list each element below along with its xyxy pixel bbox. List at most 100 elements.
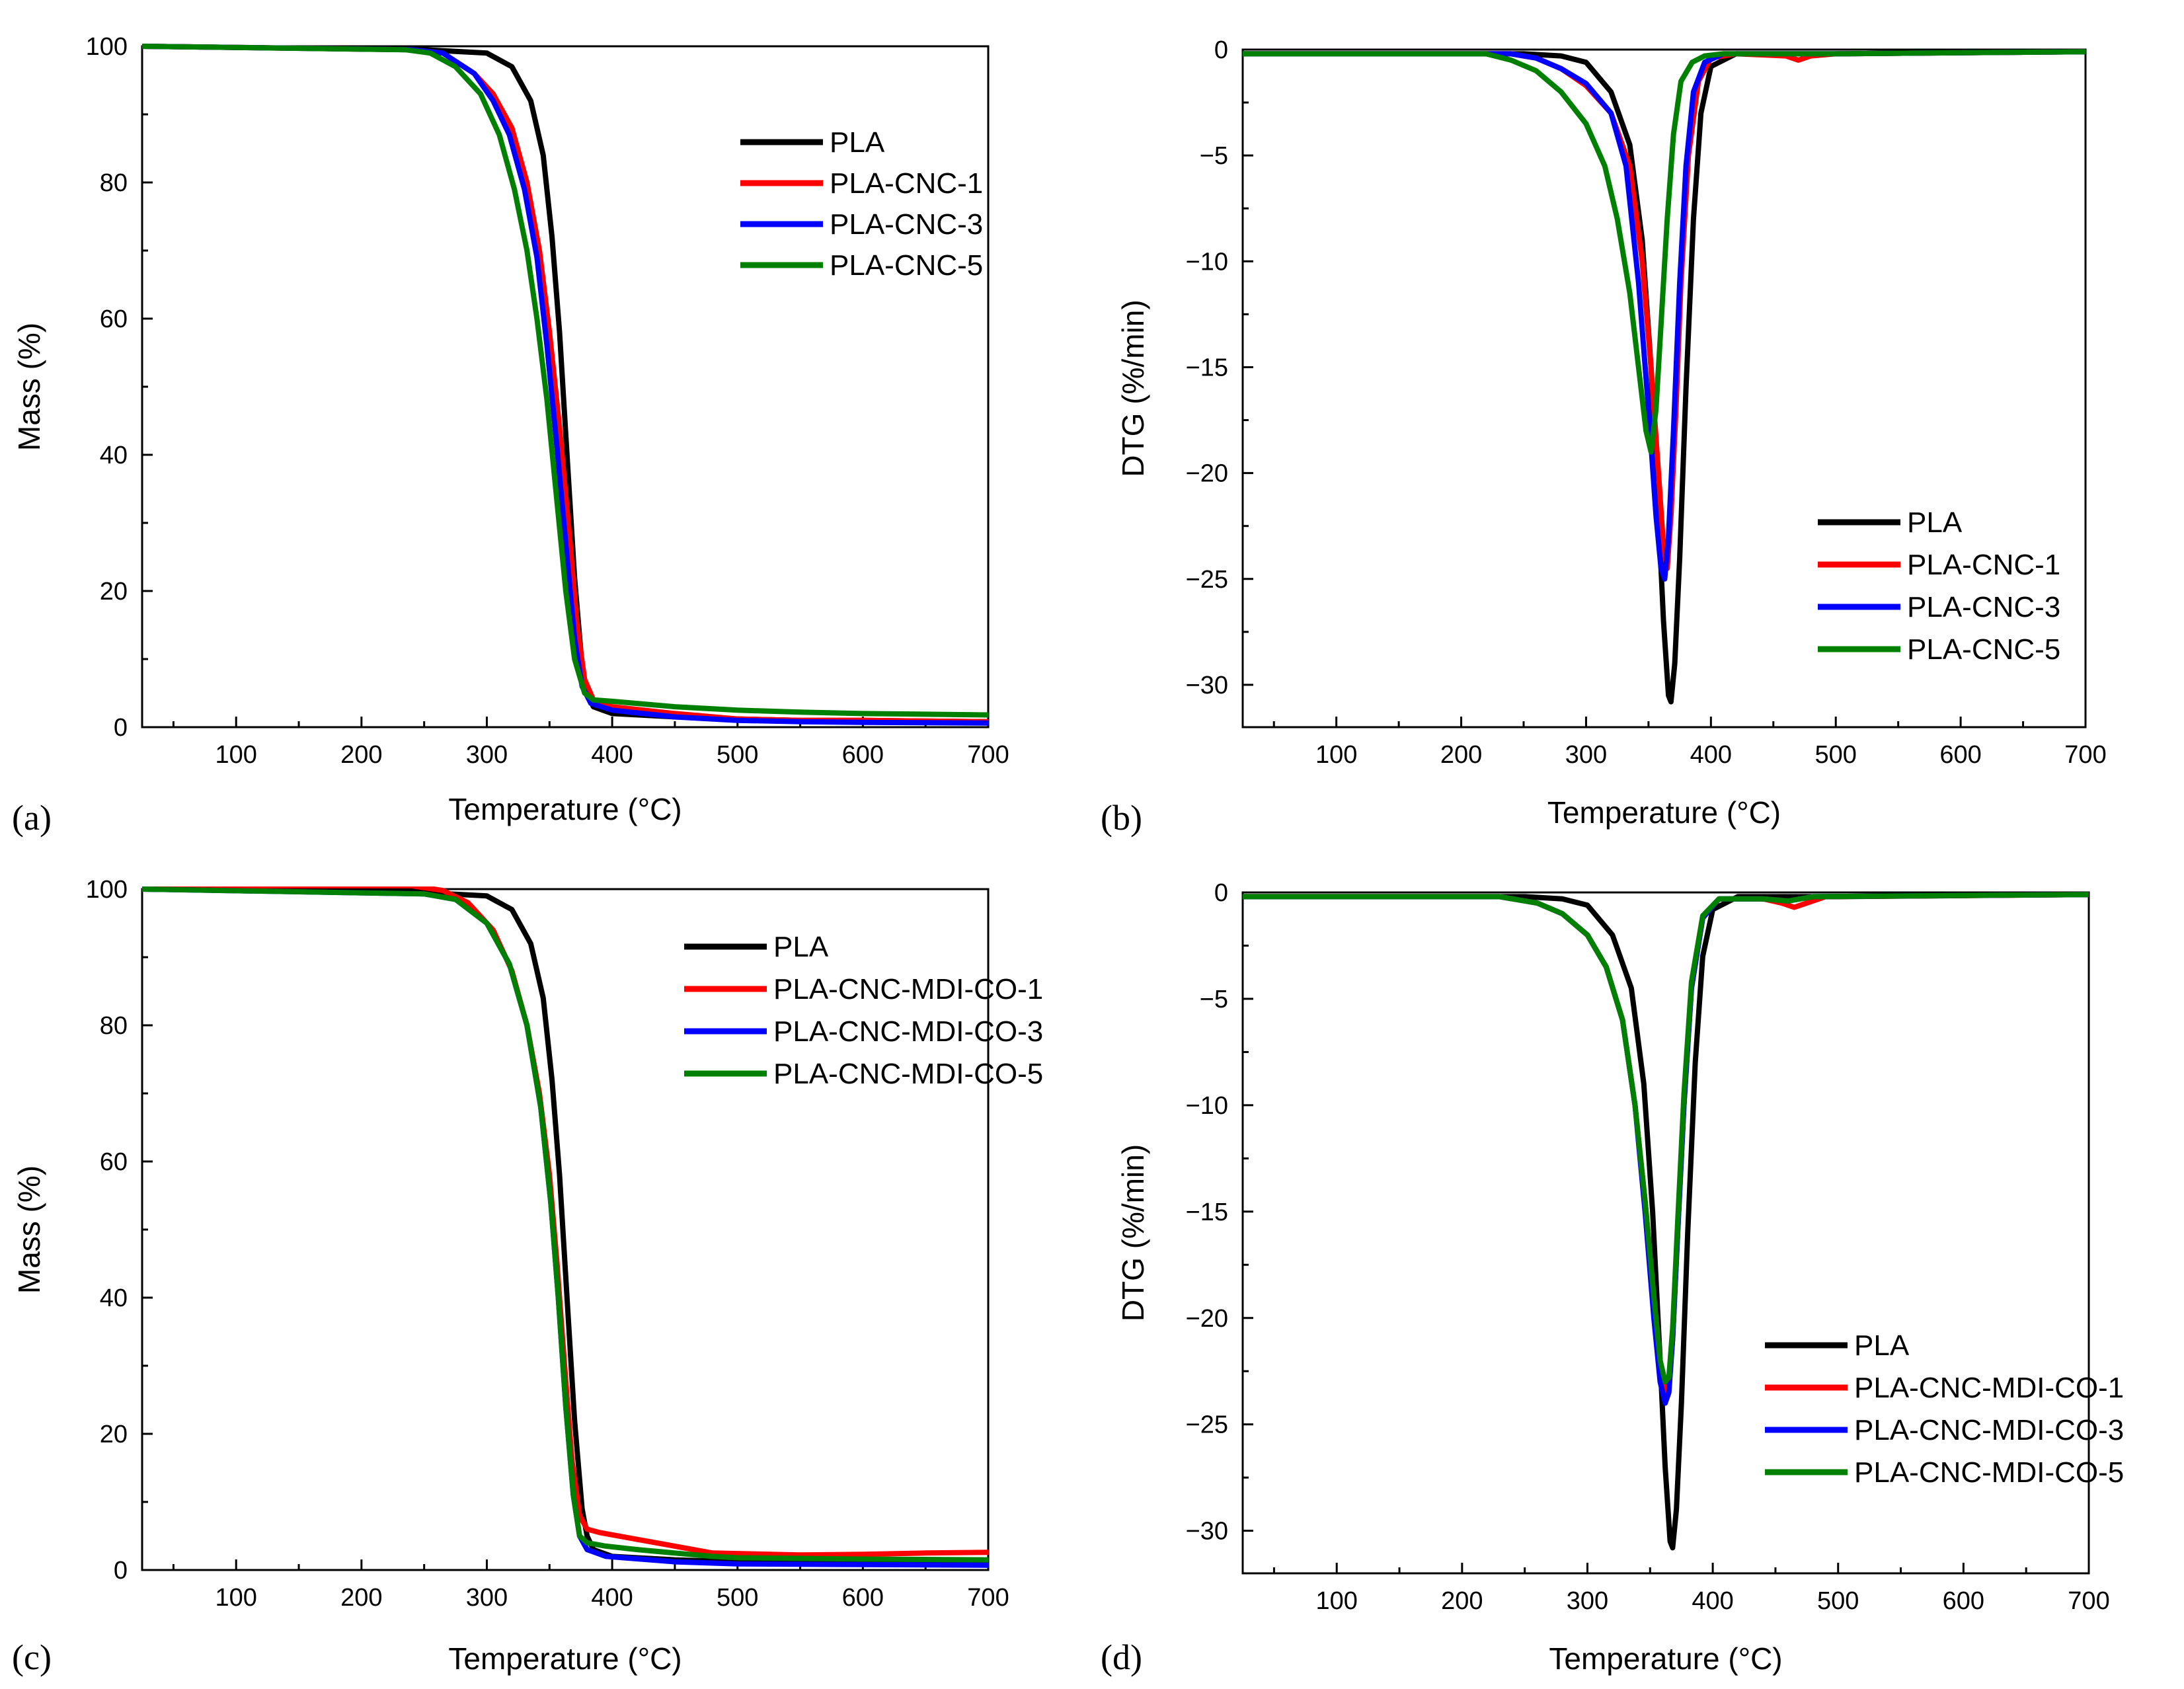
y-axis-title: Mass (%) — [12, 323, 46, 451]
x-tick-label: 500 — [717, 741, 758, 769]
panel-d: 100 200 300 400 500 600 700 0 −5 −10 −15 −20 −25 −30 T… — [1101, 879, 2124, 1677]
y-tick-label: −15 — [1186, 1198, 1228, 1226]
legend-label: PLA-CNC-3 — [830, 208, 983, 241]
y-tick-label: −20 — [1186, 460, 1228, 488]
y-tick-label: 0 — [1214, 36, 1228, 64]
y-tick-label: 100 — [86, 33, 128, 61]
legend-label: PLA-CNC-1 — [830, 167, 983, 200]
series-line-pla-cnc-mdi-co-5 — [1243, 892, 2089, 1385]
x-tick-label: 300 — [1567, 1587, 1608, 1615]
x-axis-title: Temperature (°C) — [448, 792, 682, 826]
y-axis-title: DTG (%/min) — [1116, 1144, 1150, 1321]
legend: PLA PLA-CNC-MDI-CO-1 PLA-CNC-MDI-CO-3 PLA-C… — [684, 931, 1043, 1090]
panel-a: 100 200 300 400 500 600 700 0 20 40 60 80 100 Tempera… — [12, 33, 1009, 838]
y-tick-label: −5 — [1200, 986, 1228, 1013]
x-tick-label: 300 — [466, 1584, 508, 1612]
y-tick-label: 20 — [100, 578, 128, 606]
x-tick-label: 600 — [842, 741, 884, 769]
legend-label: PLA-CNC-MDI-CO-3 — [1854, 1414, 2124, 1446]
legend-label: PLA-CNC-MDI-CO-3 — [773, 1015, 1043, 1048]
y-axis-title: Mass (%) — [12, 1165, 46, 1294]
x-tick-label: 300 — [466, 741, 508, 769]
y-tick-label: −25 — [1186, 566, 1228, 594]
x-tick-label: 600 — [842, 1584, 884, 1612]
x-tick-label: 700 — [967, 741, 1009, 769]
y-tick-label: −20 — [1186, 1305, 1228, 1333]
x-tick-label: 200 — [1440, 741, 1482, 769]
panel-b: 100 200 300 400 500 600 700 0 −5 −10 −15 −20 −25 −30 T… — [1101, 36, 2107, 838]
legend-label: PLA-CNC-MDI-CO-1 — [773, 973, 1043, 1005]
legend-label: PLA-CNC-MDI-CO-1 — [1854, 1372, 2124, 1404]
series-line-pla-cnc-mdi-co-1 — [1243, 892, 2089, 1395]
x-tick-label: 100 — [1316, 1587, 1358, 1615]
y-tick-label: −15 — [1186, 354, 1228, 381]
x-tick-label: 100 — [215, 1584, 257, 1612]
x-tick-label: 700 — [2064, 741, 2106, 769]
y-tick-label: −10 — [1186, 248, 1228, 276]
x-tick-label: 300 — [1565, 741, 1607, 769]
legend-label: PLA — [1854, 1329, 1910, 1362]
panel-label: (b) — [1101, 798, 1142, 838]
series-line-pla-cnc-mdi-co-3 — [1243, 892, 2089, 1406]
legend-label: PLA-CNC-3 — [1907, 591, 2060, 623]
panel-label: (a) — [12, 798, 52, 838]
y-tick-label: 80 — [100, 1012, 128, 1040]
y-tick-label: −5 — [1200, 142, 1228, 170]
x-tick-label: 700 — [2068, 1587, 2109, 1615]
x-tick-label: 400 — [1690, 741, 1732, 769]
legend-label: PLA-CNC-MDI-CO-5 — [1854, 1456, 2124, 1489]
x-tick-label: 500 — [1815, 741, 1857, 769]
x-tick-label: 200 — [340, 741, 382, 769]
x-tick-label: 100 — [215, 741, 257, 769]
x-tick-label: 500 — [1817, 1587, 1859, 1615]
legend: PLA PLA-CNC-MDI-CO-1 PLA-CNC-MDI-CO-3 PLA-C… — [1765, 1329, 2124, 1489]
legend-label: PLA-CNC-5 — [1907, 633, 2060, 666]
y-axis-title: DTG (%/min) — [1116, 299, 1150, 477]
y-tick-label: 80 — [100, 169, 128, 197]
series-line-pla-cnc-5 — [1243, 49, 2086, 455]
legend-label: PLA-CNC-1 — [1907, 549, 2060, 581]
panel-c: 100 200 300 400 500 600 700 0 20 40 60 80 100 Tempera… — [12, 876, 1043, 1677]
y-tick-label: 100 — [86, 876, 128, 904]
y-tick-label: 40 — [100, 1284, 128, 1312]
y-tick-label: 60 — [100, 1148, 128, 1176]
y-tick-label: −30 — [1186, 672, 1228, 699]
legend-label: PLA — [830, 126, 885, 159]
y-tick-label: −25 — [1186, 1411, 1228, 1439]
legend-label: PLA-CNC-MDI-CO-5 — [773, 1058, 1043, 1090]
legend-label: PLA-CNC-5 — [830, 249, 983, 282]
plot-frame — [1241, 48, 2087, 728]
x-tick-label: 600 — [1939, 741, 1981, 769]
series-line-pla — [1243, 49, 2086, 705]
series-line-pla — [1243, 892, 2089, 1551]
x-axis-title: Temperature (°C) — [448, 1641, 682, 1676]
x-tick-label: 100 — [1315, 741, 1357, 769]
y-tick-label: 0 — [1214, 879, 1228, 907]
series-line-pla-cnc-3 — [142, 44, 988, 726]
y-tick-label: 40 — [100, 442, 128, 469]
series-line-pla-cnc-mdi-co-5 — [142, 886, 988, 1563]
legend-label: PLA — [773, 931, 829, 963]
y-tick-label: 0 — [114, 1557, 128, 1585]
panel-label: (c) — [12, 1637, 52, 1677]
x-tick-label: 500 — [717, 1584, 758, 1612]
y-tick-label: −10 — [1186, 1092, 1228, 1120]
y-tick-label: 0 — [114, 714, 128, 742]
x-tick-label: 700 — [967, 1584, 1009, 1612]
legend: PLA PLA-CNC-1 PLA-CNC-3 PLA-CNC-5 — [740, 126, 983, 282]
x-tick-label: 200 — [1441, 1587, 1483, 1615]
x-tick-label: 400 — [1692, 1587, 1733, 1615]
x-tick-label: 200 — [340, 1584, 382, 1612]
series-line-pla-cnc-5 — [142, 44, 988, 718]
x-tick-label: 400 — [591, 741, 633, 769]
y-tick-label: 60 — [100, 305, 128, 333]
legend: PLA PLA-CNC-1 PLA-CNC-3 PLA-CNC-5 — [1818, 506, 2060, 666]
legend-label: PLA — [1907, 506, 1963, 539]
panel-label: (d) — [1101, 1637, 1142, 1677]
y-tick-label: 20 — [100, 1421, 128, 1448]
plot-frame — [1241, 891, 2090, 1575]
series-line-pla-cnc-3 — [1243, 49, 2086, 582]
x-tick-label: 600 — [1943, 1587, 1984, 1615]
x-axis-title: Temperature (°C) — [1547, 795, 1781, 830]
